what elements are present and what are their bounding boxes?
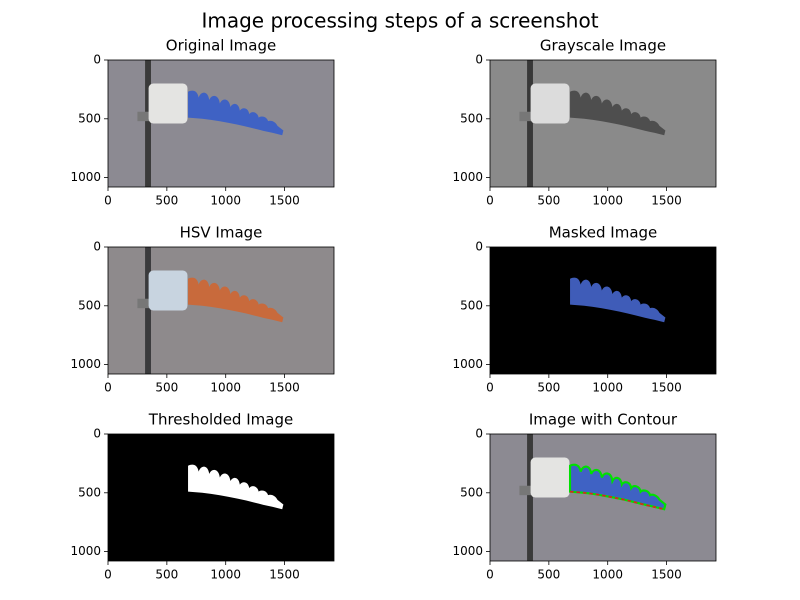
finger [188, 464, 284, 510]
subplot-title: HSV Image [180, 224, 263, 242]
cap [148, 270, 188, 311]
finger [570, 90, 666, 136]
x-tick-label: 0 [486, 568, 494, 582]
x-tick-label: 1000 [210, 381, 241, 395]
bolt [519, 111, 532, 122]
bolt [137, 298, 150, 309]
y-tick-label: 500 [78, 111, 101, 125]
subplot-title: Original Image [166, 37, 276, 55]
y-tick-label: 500 [460, 111, 483, 125]
image-background [490, 60, 716, 187]
y-tick-label: 500 [78, 485, 101, 499]
x-tick-label: 500 [537, 568, 560, 582]
x-tick-label: 0 [104, 381, 112, 395]
y-tick-label: 1000 [70, 357, 101, 371]
pole [527, 434, 533, 561]
image [108, 60, 334, 187]
image-background [108, 434, 334, 561]
subplot-title: Image with Contour [529, 411, 678, 429]
image [490, 60, 716, 187]
x-tick-label: 1500 [651, 568, 682, 582]
y-tick-label: 500 [460, 298, 483, 312]
x-tick-label: 0 [486, 194, 494, 208]
axes-frame [107, 59, 335, 188]
axes-frame [107, 246, 335, 375]
x-tick-label: 500 [155, 381, 178, 395]
image-background [490, 247, 716, 374]
x-tick-label: 1000 [592, 381, 623, 395]
x-tick-label: 0 [104, 194, 112, 208]
y-tick-label: 0 [475, 240, 483, 254]
finger [188, 277, 284, 323]
x-tick-label: 500 [537, 381, 560, 395]
y-tick-label: 0 [93, 427, 101, 441]
x-tick-label: 1500 [269, 568, 300, 582]
x-tick-label: 1000 [210, 568, 241, 582]
x-tick-label: 1500 [269, 381, 300, 395]
pole [145, 60, 151, 187]
y-tick-label: 1000 [70, 544, 101, 558]
image-background [108, 60, 334, 187]
x-tick-label: 500 [155, 568, 178, 582]
subplot-title: Thresholded Image [148, 411, 293, 429]
image [108, 434, 334, 561]
y-tick-label: 0 [93, 53, 101, 67]
x-tick-label: 1500 [269, 194, 300, 208]
x-tick-label: 0 [104, 568, 112, 582]
x-tick-label: 1000 [592, 194, 623, 208]
y-tick-label: 1000 [70, 170, 101, 184]
image [490, 247, 716, 374]
y-tick-label: 0 [475, 53, 483, 67]
finger [570, 277, 666, 323]
axes-frame [107, 433, 335, 562]
bolt [519, 485, 532, 496]
x-tick-label: 0 [486, 381, 494, 395]
bolt [137, 111, 150, 122]
y-tick-label: 500 [460, 485, 483, 499]
pole [145, 247, 151, 374]
image-background [108, 247, 334, 374]
image [108, 247, 334, 374]
x-tick-label: 1500 [651, 381, 682, 395]
subplot-title: Masked Image [549, 224, 658, 242]
y-tick-label: 1000 [452, 357, 483, 371]
subplot-title: Grayscale Image [540, 37, 666, 55]
cap [530, 83, 570, 124]
figure-title: Image processing steps of a screenshot [201, 9, 598, 33]
axes-frame [489, 59, 717, 188]
image [490, 434, 716, 561]
cap [530, 457, 570, 498]
image-background [490, 434, 716, 561]
y-tick-label: 1000 [452, 170, 483, 184]
x-tick-label: 500 [537, 194, 560, 208]
finger [570, 464, 666, 510]
y-tick-label: 1000 [452, 544, 483, 558]
y-tick-label: 0 [475, 427, 483, 441]
y-tick-label: 0 [93, 240, 101, 254]
x-tick-label: 1500 [651, 194, 682, 208]
x-tick-label: 1000 [210, 194, 241, 208]
x-tick-label: 1000 [592, 568, 623, 582]
x-tick-label: 500 [155, 194, 178, 208]
y-tick-label: 500 [78, 298, 101, 312]
axes-frame [489, 246, 717, 375]
bottom-line [569, 490, 665, 511]
pole [527, 60, 533, 187]
cap [148, 83, 188, 124]
axes-frame [489, 433, 717, 562]
finger [188, 90, 284, 136]
